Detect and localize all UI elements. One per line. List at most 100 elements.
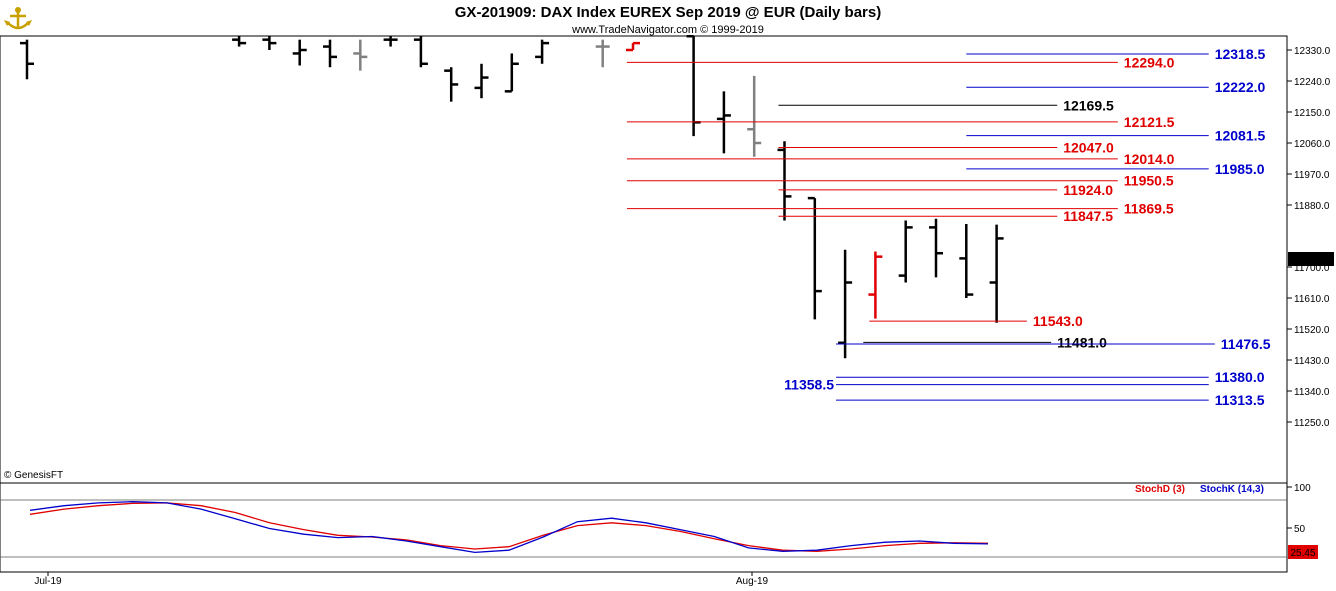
ohlc-bar	[595, 39, 610, 68]
price-level: 11950.5	[626, 173, 1174, 189]
price-bars	[20, 34, 1004, 359]
price-y-tick-label: 11520.0	[1294, 325, 1330, 336]
price-level: 12121.5	[626, 114, 1175, 130]
price-level: 12294.0	[626, 54, 1175, 70]
ohlc-bar	[807, 196, 822, 320]
price-level-label: 11358.5	[784, 377, 834, 393]
price-level-label: 11543.0	[1033, 313, 1083, 329]
ohlc-bar	[898, 220, 913, 283]
x-axis: Jul-19 Aug-19	[34, 572, 769, 587]
stoch-lines	[29, 501, 989, 554]
price-level: 12222.0	[966, 79, 1266, 95]
ohlc-bar	[626, 41, 640, 52]
stoch-y-tick-label: 50	[1294, 524, 1306, 535]
ohlc-bar	[716, 91, 731, 154]
stoch-panel-frame	[0, 482, 1288, 573]
price-level-label: 12047.0	[1063, 139, 1114, 155]
price-y-tick-label: 11610.0	[1294, 294, 1330, 305]
price-level: 12047.0	[778, 139, 1114, 155]
price-y-tick-label: 12240.0	[1294, 77, 1331, 88]
last-price-label: 11785.0	[1293, 255, 1329, 266]
ohlc-bar	[262, 36, 277, 50]
price-y-tick-label: 11880.0	[1294, 201, 1330, 212]
x-tick-label: Aug-19	[736, 576, 769, 587]
ohlc-bar	[747, 75, 762, 157]
price-level: 11481.0	[863, 334, 1107, 350]
chart-title: GX-201909: DAX Index EUREX Sep 2019 @ EU…	[455, 4, 881, 21]
ohlc-bar	[20, 39, 34, 80]
price-level: 12014.0	[626, 151, 1175, 167]
ohlc-bar	[686, 34, 701, 137]
ohlc-bar	[838, 249, 853, 359]
price-level-label: 11950.5	[1124, 173, 1174, 189]
stoch-k-legend: StochK (14,3)	[1200, 484, 1264, 495]
ohlc-bar	[413, 36, 428, 68]
ohlc-bar	[959, 223, 974, 298]
stoch-k-series-line	[29, 501, 989, 554]
price-y-tick-label: 11340.0	[1294, 387, 1330, 398]
price-y-tick-label: 12060.0	[1294, 139, 1331, 150]
stoch-last-label: 25.45	[1290, 548, 1315, 559]
ohlc-bar	[232, 36, 247, 47]
price-level-label: 12294.0	[1124, 54, 1175, 70]
price-level: 12081.5	[966, 128, 1266, 144]
price-level-label: 11869.5	[1124, 201, 1174, 217]
ohlc-bar	[444, 67, 459, 102]
stoch-y-axis: 100 50	[0, 483, 1311, 558]
price-level-label: 11924.0	[1063, 182, 1113, 198]
price-level: 11380.0	[836, 369, 1265, 385]
ohlc-bar	[383, 36, 398, 47]
ohlc-bar	[323, 39, 337, 68]
price-level: 11924.0	[778, 182, 1113, 198]
price-y-tick-label: 11970.0	[1294, 170, 1330, 181]
price-level: 11358.5	[784, 377, 1209, 393]
price-level-label: 12222.0	[1215, 79, 1266, 95]
price-y-axis: 12330.0 12240.0 12150.0 12060.0 11970.0 11880…	[1287, 46, 1331, 429]
ohlc-bar	[989, 224, 1004, 323]
price-level: 11543.0	[869, 313, 1083, 329]
price-level-label: 11847.5	[1063, 208, 1113, 224]
ohlc-bar	[474, 63, 489, 99]
ohlc-bar	[504, 53, 519, 93]
ohlc-bar	[535, 39, 550, 64]
price-level-label: 12081.5	[1215, 128, 1266, 144]
price-level: 11869.5	[626, 201, 1174, 217]
chart-subtitle: www.TradeNavigator.com © 1999-2019	[571, 24, 764, 36]
price-level-label: 11313.5	[1215, 392, 1265, 408]
price-level-label: 12169.5	[1063, 97, 1114, 113]
x-tick-label: Jul-19	[34, 576, 62, 587]
price-y-tick-label: 11430.0	[1294, 356, 1330, 367]
price-level-label: 11985.0	[1215, 161, 1265, 177]
last-price-box	[1288, 252, 1334, 266]
price-level-label: 11481.0	[1057, 334, 1107, 350]
price-level: 12318.5	[966, 46, 1266, 62]
copyright-label: © GenesisFT	[4, 470, 63, 481]
stoch-last-marker: 25.45	[1288, 545, 1318, 559]
price-level-label: 12014.0	[1124, 151, 1175, 167]
price-y-tick-label: 12330.0	[1294, 46, 1331, 57]
ohlc-bar	[292, 39, 307, 66]
genesis-anchor-logo-icon	[4, 7, 32, 30]
price-level: 11847.5	[778, 208, 1113, 224]
price-level-label: 11380.0	[1215, 369, 1265, 385]
stoch-d-legend: StochD (3)	[1135, 484, 1185, 495]
ohlc-bar	[353, 39, 368, 71]
price-level: 11476.5	[836, 336, 1271, 352]
stoch-d-series-line	[29, 502, 989, 552]
ohlc-bar	[929, 218, 943, 278]
price-level-label: 12121.5	[1124, 114, 1175, 130]
price-level: 11313.5	[836, 392, 1265, 408]
stoch-last-box	[1288, 545, 1318, 559]
stoch-y-tick-label: 100	[1294, 483, 1311, 494]
price-y-tick-label: 11250.0	[1294, 418, 1330, 429]
last-price-marker: 11785.0	[1288, 252, 1334, 266]
price-level: 11985.0	[966, 161, 1265, 177]
price-y-tick-label: 11700.0	[1294, 263, 1330, 274]
price-y-tick-label: 12150.0	[1294, 108, 1331, 119]
price-levels: 12318.5 12294.0 12222.0 12169.5 12121.5 12081…	[626, 46, 1271, 408]
price-level-label: 12318.5	[1215, 46, 1266, 62]
price-level-label: 11476.5	[1221, 336, 1271, 352]
ohlc-bar	[868, 251, 883, 319]
price-level: 12169.5	[778, 97, 1114, 113]
